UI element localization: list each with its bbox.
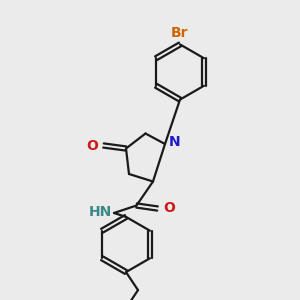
Text: Br: Br (171, 26, 189, 40)
Text: HN: HN (88, 205, 112, 218)
Text: O: O (163, 202, 175, 215)
Text: N: N (169, 135, 180, 148)
Text: O: O (86, 139, 98, 152)
